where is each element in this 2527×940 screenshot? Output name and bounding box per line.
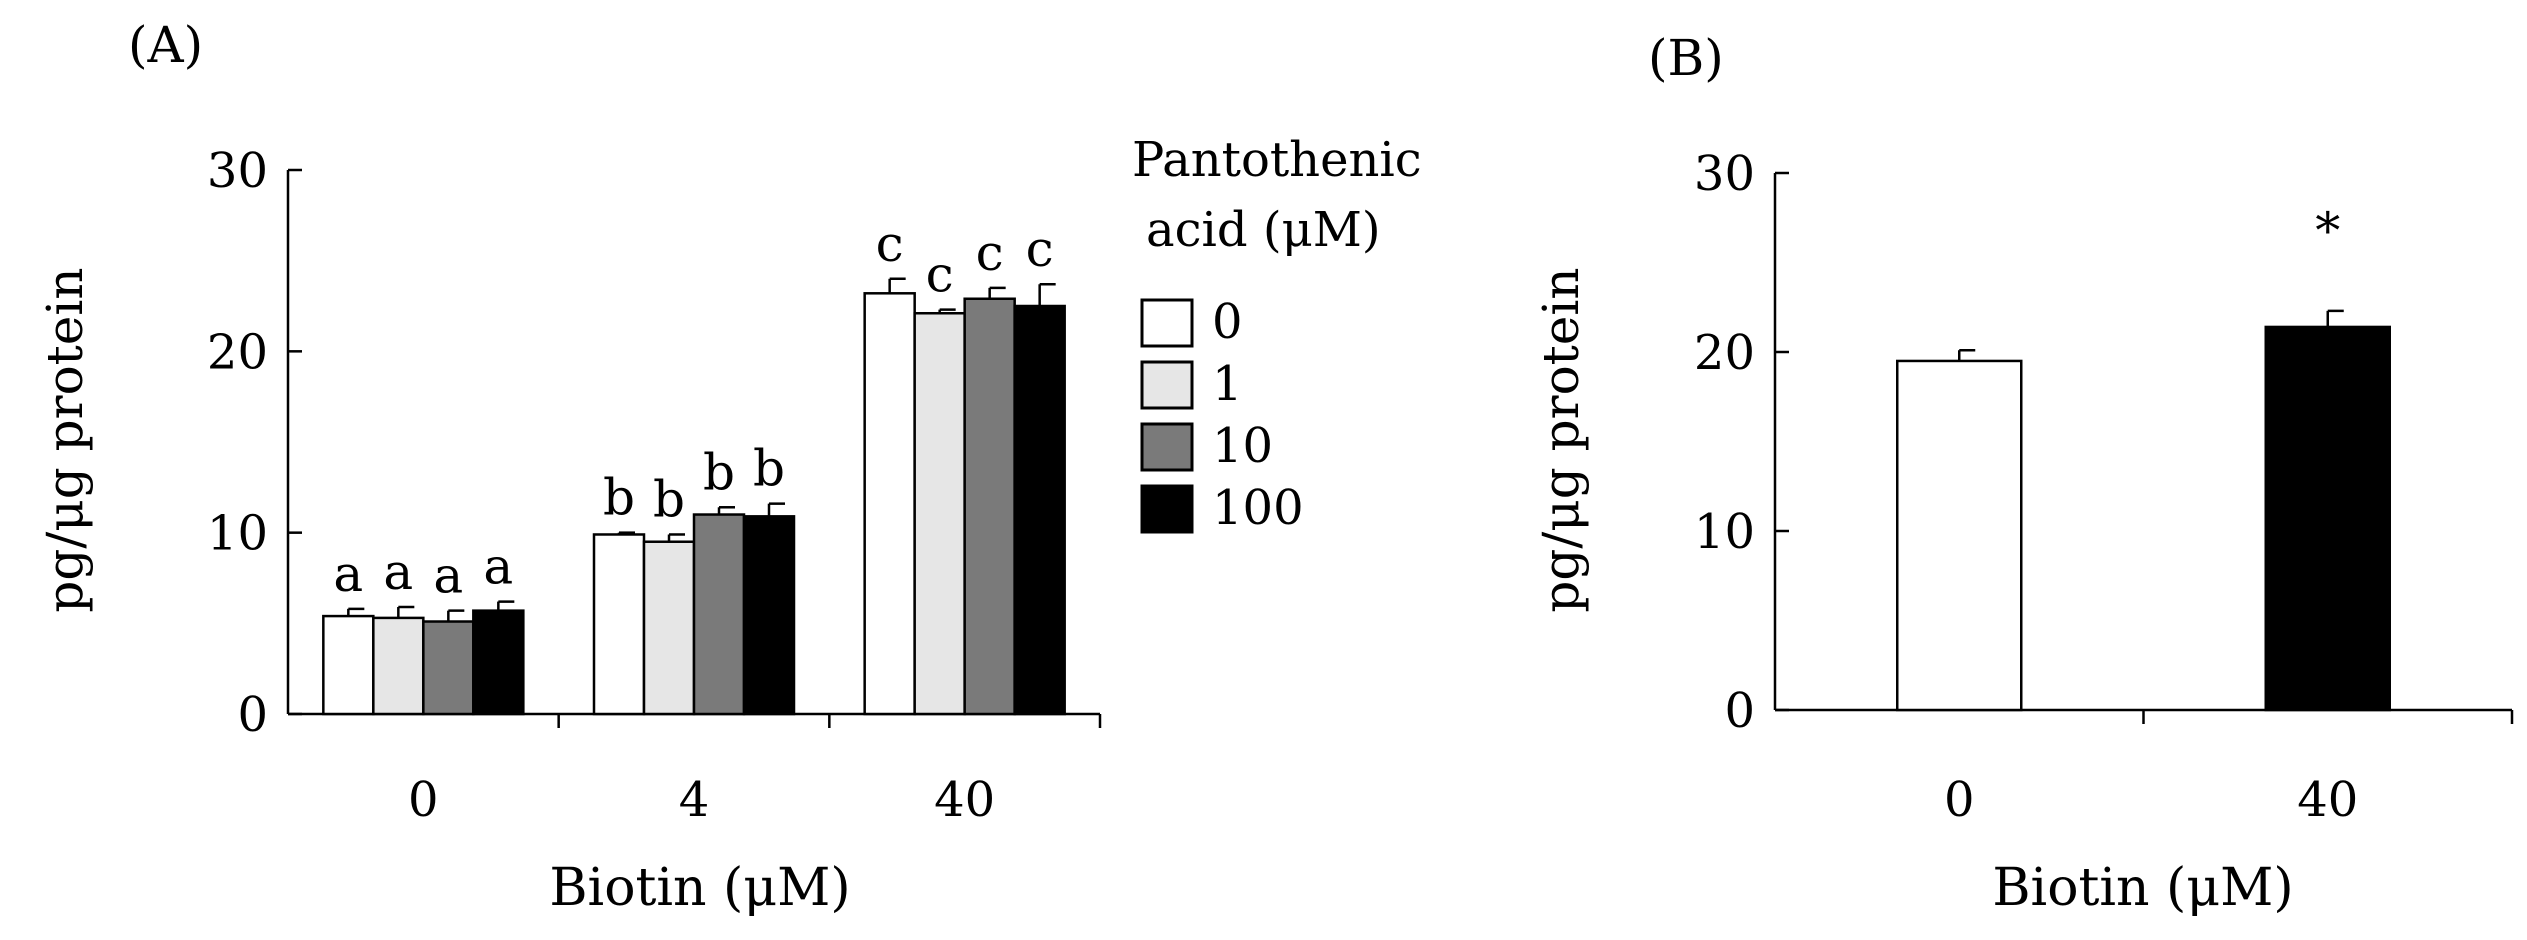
legend-swatch <box>1140 360 1194 410</box>
legend-label: 0 <box>1212 294 1243 350</box>
panel-a-significance-letter: a <box>383 543 413 601</box>
panel-a-x-tick-label: 0 <box>408 772 439 828</box>
panel-a-bar <box>592 533 646 716</box>
panel-a-y-tick-label: 30 <box>207 143 268 199</box>
panel-a-y-tick-label: 20 <box>207 324 268 380</box>
panel-b-bar <box>2264 325 2391 712</box>
panel-b-y-tick-label: 0 <box>1724 683 1755 739</box>
panel-a-bar <box>913 312 966 716</box>
panel-a-bar <box>472 609 525 716</box>
panel-a-bar <box>963 297 1016 716</box>
panel-a-y-axis-label: pg/μg protein <box>36 267 94 612</box>
panel-a-significance-letter: a <box>483 538 513 596</box>
panel-a-significance-letter: a <box>433 547 463 605</box>
panel-a-significance-letter: a <box>333 545 363 603</box>
panel-a-bar <box>742 515 796 716</box>
panel-a-legend: Pantothenic acid (μM) 0 1 10 100 <box>1132 132 1422 536</box>
panel-a-significance-letter: b <box>603 469 635 527</box>
panel-b: (B) 0 10 20 30 0 40 * pg/μg protein Biotin (… <box>1532 29 2514 918</box>
panel-a-bar <box>642 540 696 716</box>
panel-a-bar <box>372 616 425 716</box>
panel-a-y-tick-label: 0 <box>237 687 268 743</box>
panel-a-significance-letter: c <box>1026 220 1054 278</box>
panel-a-bar <box>422 620 475 716</box>
panel-b-x-axis-label: Biotin (μM) <box>1992 858 2293 918</box>
panel-b-y-tick-label: 10 <box>1694 504 1755 560</box>
legend-swatch <box>1140 298 1194 348</box>
panel-b-significance-asterisk: * <box>2315 202 2340 260</box>
panel-b-label: (B) <box>1648 29 1724 87</box>
panel-b-x-tick-label: 40 <box>2297 772 2358 828</box>
legend-title-line2: acid (μM) <box>1146 202 1381 258</box>
panel-a-significance-letter: c <box>926 246 954 304</box>
panel-a-bar <box>1013 304 1066 716</box>
legend-label: 1 <box>1212 356 1243 412</box>
panel-a-y-tick-label: 10 <box>207 506 268 562</box>
panel-b-x-tick-label: 0 <box>1944 772 1975 828</box>
panel-a-significance-letter: c <box>976 224 1004 282</box>
legend-label: 100 <box>1212 480 1304 536</box>
panel-a-bar <box>863 292 916 716</box>
panel-a-significance-letter: c <box>876 215 904 273</box>
panel-b-bar <box>1896 359 2023 712</box>
panel-b-y-tick-label: 20 <box>1694 325 1755 381</box>
legend-swatch <box>1140 422 1194 472</box>
panel-b-y-tick-label: 30 <box>1694 146 1755 202</box>
panel-a-x-tick-label: 40 <box>934 772 995 828</box>
legend-swatch <box>1140 484 1194 534</box>
panel-a-label: (A) <box>128 16 203 74</box>
panel-a-x-axis-label: Biotin (μM) <box>549 858 850 918</box>
panel-a-x-tick-label: 4 <box>679 772 710 828</box>
legend-label: 10 <box>1212 418 1273 474</box>
panel-a-significance-letter: b <box>703 443 735 501</box>
panel-a-significance-letter: b <box>653 470 685 528</box>
panel-a-significance-letter: b <box>753 440 785 498</box>
panel-a-bar <box>322 614 375 716</box>
panel-b-y-axis-label: pg/μg protein <box>1532 267 1590 612</box>
legend-title-line1: Pantothenic <box>1132 132 1422 188</box>
panel-a-bar <box>692 513 746 716</box>
